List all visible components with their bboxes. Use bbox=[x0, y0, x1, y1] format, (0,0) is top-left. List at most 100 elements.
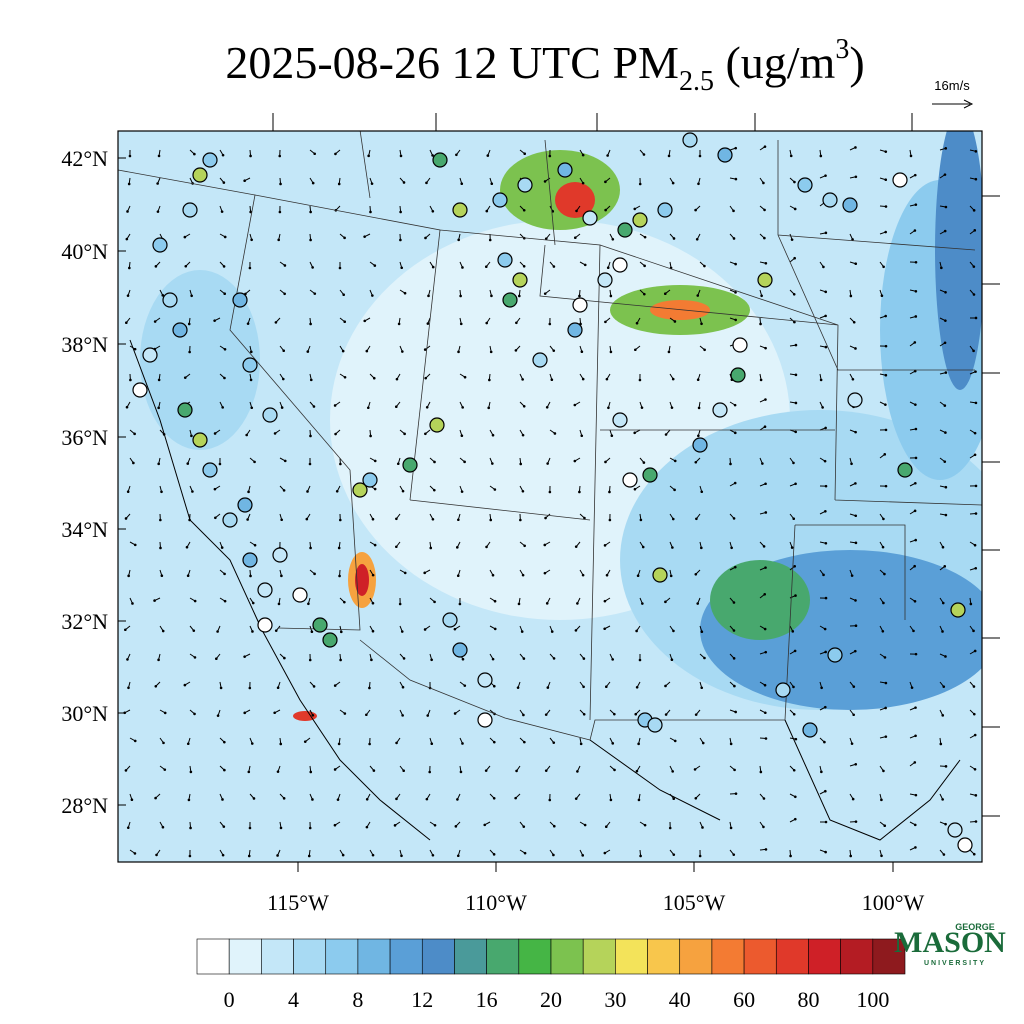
wind-arrowhead bbox=[638, 378, 642, 382]
longitude-label: 115°W bbox=[267, 890, 329, 915]
wind-arrowhead bbox=[523, 544, 526, 548]
wind-arrowhead bbox=[157, 378, 161, 382]
wind-arrowhead bbox=[854, 430, 857, 434]
wind-arrowhead bbox=[884, 314, 887, 318]
wind-arrowhead bbox=[763, 592, 767, 596]
wind-arrowhead bbox=[363, 235, 366, 238]
wind-arrowhead bbox=[972, 629, 975, 633]
wind-arrowhead bbox=[824, 174, 827, 177]
wind-arrowhead bbox=[943, 229, 947, 233]
wind-arrowhead bbox=[402, 181, 406, 184]
wind-arrowhead bbox=[942, 685, 946, 688]
wind-arrowhead bbox=[401, 685, 405, 689]
wind-arrowhead bbox=[974, 484, 978, 488]
station bbox=[842, 197, 858, 213]
wind-arrowhead bbox=[694, 572, 698, 576]
station bbox=[582, 210, 598, 226]
colorbar-box bbox=[196, 938, 230, 975]
station bbox=[612, 412, 628, 428]
wind-arrowhead bbox=[732, 629, 736, 632]
wind-arrowhead bbox=[543, 292, 547, 295]
wind-arrowhead bbox=[365, 797, 369, 801]
wind-arrowhead bbox=[583, 263, 587, 267]
wind-arrowhead bbox=[521, 573, 525, 577]
wind-arrowhead bbox=[552, 657, 556, 660]
wind-arrowhead bbox=[312, 405, 316, 408]
wind-arrowhead bbox=[249, 154, 252, 158]
colorbar-box bbox=[454, 938, 487, 975]
wind-arrowhead bbox=[850, 742, 854, 745]
wind-arrowhead bbox=[223, 347, 227, 351]
wind-arrowhead bbox=[456, 854, 460, 858]
wind-arrowhead bbox=[402, 657, 406, 660]
wind-arrowhead bbox=[343, 320, 347, 324]
wind-arrowhead bbox=[944, 431, 947, 434]
wind-arrowhead bbox=[642, 153, 646, 156]
wind-arrowhead bbox=[635, 685, 639, 689]
station bbox=[617, 222, 633, 238]
colorbar-box bbox=[325, 938, 359, 975]
station bbox=[492, 192, 508, 208]
latitude-label: 32°N bbox=[61, 609, 108, 634]
station bbox=[532, 352, 548, 368]
wind-arrowhead bbox=[186, 462, 190, 465]
wind-arrowhead bbox=[515, 321, 518, 325]
wind-arrowhead bbox=[764, 650, 768, 654]
wind-arrowhead bbox=[824, 541, 828, 545]
wind-arrowhead bbox=[764, 398, 767, 401]
wind-reference-label: 16m/s bbox=[934, 78, 970, 93]
wind-arrowhead bbox=[734, 710, 737, 714]
wind-arrowhead bbox=[543, 543, 547, 547]
wind-arrowhead bbox=[574, 797, 578, 800]
wind-arrowhead bbox=[792, 517, 796, 521]
wind-arrowhead bbox=[276, 770, 280, 773]
wind-arrowhead bbox=[343, 600, 346, 604]
wind-arrowhead bbox=[126, 294, 130, 297]
station bbox=[497, 252, 513, 268]
wind-arrowhead bbox=[764, 566, 767, 569]
wind-arrowhead bbox=[822, 265, 825, 269]
wind-arrowhead bbox=[463, 684, 467, 687]
wind-arrowhead bbox=[792, 768, 796, 772]
wind-arrowhead bbox=[634, 348, 637, 352]
wind-arrowhead bbox=[251, 630, 254, 633]
wind-arrowhead bbox=[190, 294, 193, 298]
station bbox=[272, 547, 288, 563]
title-text: (ug/m bbox=[714, 37, 836, 88]
wind-arrowhead bbox=[282, 489, 286, 492]
wind-arrowhead bbox=[519, 518, 522, 522]
wind-arrowhead bbox=[156, 182, 159, 185]
wind-arrowhead bbox=[884, 230, 887, 234]
wind-arrowhead bbox=[487, 406, 491, 410]
wind-arrowhead bbox=[433, 488, 436, 492]
wind-arrowhead bbox=[914, 793, 918, 797]
wind-arrowhead bbox=[189, 826, 192, 830]
wind-arrowhead bbox=[333, 768, 337, 771]
wind-arrowhead bbox=[638, 658, 642, 662]
wind-arrowhead bbox=[673, 320, 677, 323]
wind-arrowhead bbox=[972, 209, 976, 212]
wind-arrowhead bbox=[308, 462, 312, 466]
colorbar-label: 60 bbox=[733, 987, 755, 1012]
latitude-label: 34°N bbox=[61, 517, 108, 542]
wind-arrowhead bbox=[280, 406, 284, 409]
wind-arrowhead bbox=[186, 742, 190, 746]
wind-arrowhead bbox=[372, 769, 376, 772]
wind-arrowhead bbox=[333, 823, 337, 827]
title: 2025-08-26 12 UTC PM2.5 (ug/m3) bbox=[225, 34, 864, 97]
wind-arrowhead bbox=[223, 235, 227, 239]
wind-arrowhead bbox=[187, 798, 191, 802]
wind-arrowhead bbox=[667, 350, 671, 354]
wind-arrowhead bbox=[161, 294, 165, 297]
wind-arrowhead bbox=[153, 599, 156, 602]
wind-arrowhead bbox=[249, 378, 253, 382]
wind-arrowhead bbox=[492, 684, 496, 688]
wind-arrowhead bbox=[582, 685, 585, 689]
wind-arrowhead bbox=[223, 376, 226, 380]
station bbox=[232, 292, 248, 308]
wind-arrowhead bbox=[253, 460, 256, 464]
wind-arrowhead bbox=[672, 797, 676, 801]
wind-arrowhead bbox=[489, 350, 493, 354]
wind-arrowhead bbox=[373, 459, 377, 463]
station bbox=[237, 497, 253, 513]
